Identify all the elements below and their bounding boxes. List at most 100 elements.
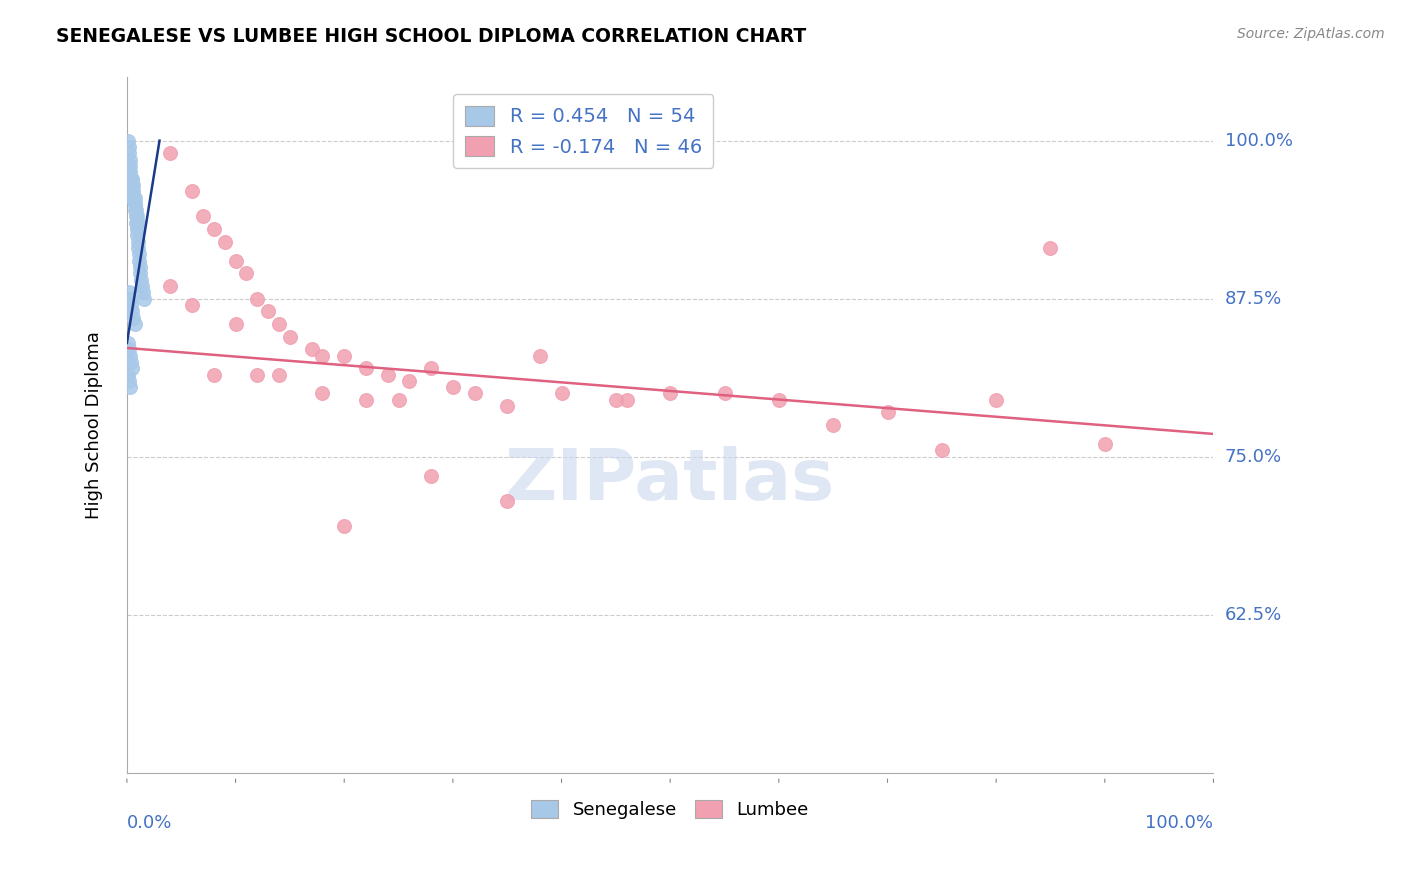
Point [120,298,142,312]
Point [246,292,269,306]
Point [131,279,153,293]
Point [134,292,156,306]
Point [117,159,139,173]
Text: 75.0%: 75.0% [1225,448,1282,466]
Point [354,392,377,407]
Point [159,279,181,293]
Y-axis label: High School Diploma: High School Diploma [86,331,103,519]
Point [529,349,551,363]
Point [124,317,146,331]
Point [1094,437,1116,451]
Point [181,298,204,312]
Point [876,405,898,419]
Point [118,343,141,357]
Point [127,241,149,255]
Point [128,253,150,268]
Text: Source: ZipAtlas.com: Source: ZipAtlas.com [1237,27,1385,41]
Point [496,399,519,413]
Point [125,210,148,224]
Point [117,335,139,350]
Point [124,203,146,218]
Point [122,190,145,204]
Point [496,494,519,508]
Point [117,134,139,148]
Point [246,368,269,382]
Point [129,266,152,280]
Point [202,222,225,236]
Point [132,285,155,300]
Point [127,216,149,230]
Point [202,368,225,382]
Point [931,443,953,458]
Point [124,210,146,224]
Point [125,222,148,236]
Point [441,380,464,394]
Text: 87.5%: 87.5% [1225,290,1282,308]
Point [117,368,139,382]
Point [768,392,790,407]
Point [122,184,145,198]
Point [464,386,486,401]
Text: SENEGALESE VS LUMBEE HIGH SCHOOL DIPLOMA CORRELATION CHART: SENEGALESE VS LUMBEE HIGH SCHOOL DIPLOMA… [56,27,807,45]
Point [121,184,143,198]
Point [181,184,204,198]
Text: ZIPatlas: ZIPatlas [505,446,835,516]
Point [159,146,181,161]
Point [420,361,443,376]
Point [121,190,143,204]
Point [124,216,146,230]
Point [333,349,356,363]
Point [118,165,141,179]
Point [120,178,142,192]
Point [605,392,627,407]
Point [823,418,845,433]
Point [121,171,143,186]
Point [121,361,143,376]
Point [550,386,572,401]
Point [1039,241,1062,255]
Point [120,349,142,363]
Point [118,285,141,300]
Point [120,153,142,167]
Point [225,317,247,331]
Point [121,304,143,318]
Point [267,368,290,382]
Point [986,392,1008,407]
Point [214,235,236,249]
Point [333,519,356,533]
Point [122,310,145,325]
Point [120,171,142,186]
Point [311,349,333,363]
Point [713,386,735,401]
Point [278,329,301,343]
Point [127,235,149,249]
Point [120,380,142,394]
Point [120,292,142,306]
Point [122,178,145,192]
Point [124,203,146,218]
Point [124,190,146,204]
Point [125,228,148,243]
Point [118,374,141,388]
Point [420,468,443,483]
Point [659,386,682,401]
Point [616,392,638,407]
Point [120,178,142,192]
Text: 62.5%: 62.5% [1225,606,1282,624]
Point [124,197,146,211]
Point [235,266,257,280]
Point [377,368,399,382]
Point [124,197,146,211]
Point [191,210,214,224]
Text: 0.0%: 0.0% [127,814,173,832]
Point [120,165,142,179]
Legend: Senegalese, Lumbee: Senegalese, Lumbee [524,792,817,826]
Point [311,386,333,401]
Point [257,304,280,318]
Point [225,253,247,268]
Point [387,392,409,407]
Point [120,355,142,369]
Point [120,171,142,186]
Point [120,159,142,173]
Point [398,374,420,388]
